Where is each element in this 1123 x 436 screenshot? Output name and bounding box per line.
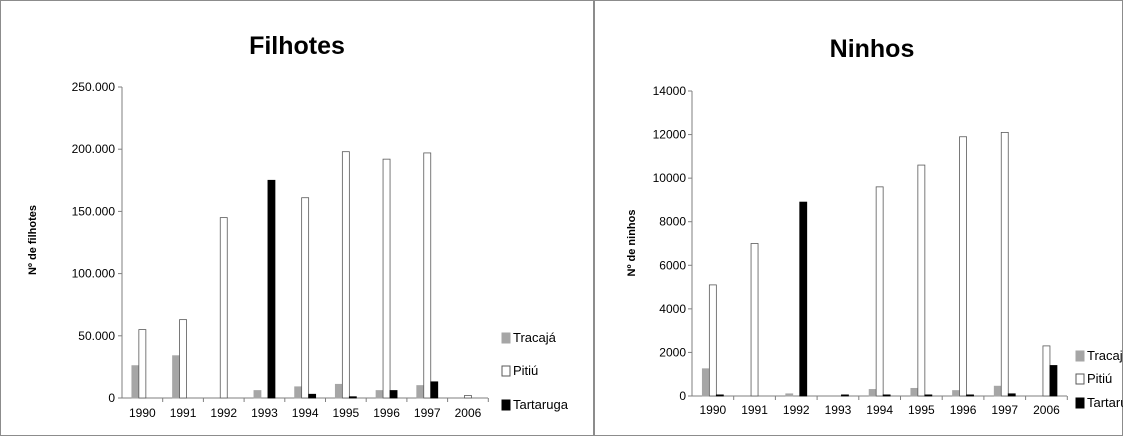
bar-tracajá-1996 (952, 390, 960, 397)
bar-tracajá-1995 (910, 387, 919, 397)
x-tick-label: 1995 (908, 403, 935, 417)
bar-tracajá-1997 (993, 385, 1002, 397)
legend-swatch (1075, 397, 1085, 409)
x-tick-label: 1994 (866, 403, 893, 417)
bar-tracajá-1995 (334, 383, 343, 399)
y-tick-label: 2000 (659, 345, 686, 359)
x-tick-label: 1993 (825, 403, 852, 417)
y-tick-label: 12000 (653, 128, 687, 142)
y-tick-label: 0 (679, 389, 686, 403)
legend-swatch (1075, 373, 1085, 385)
chart-title: Filhotes (249, 32, 345, 60)
bar-pitiú-1991 (179, 319, 187, 399)
bar-tartaruga-1993 (841, 394, 849, 397)
bar-pitiú-1997 (1000, 131, 1009, 397)
x-tick-label: 2006 (1033, 403, 1060, 417)
x-tick-label: 1990 (129, 406, 156, 420)
bar-tartaruga-2006 (1049, 365, 1058, 397)
y-tick-label: 4000 (659, 302, 686, 316)
bar-tartaruga-1990 (715, 394, 724, 397)
legend-label: Tracajá (1087, 348, 1123, 363)
bar-tracajá-1996 (375, 390, 384, 399)
bar-pitiú-1994 (875, 186, 884, 397)
bars (701, 131, 1058, 397)
y-tick-label: 8000 (659, 215, 686, 229)
legend-swatch (501, 399, 511, 411)
bar-tartaruga-1995 (348, 396, 357, 399)
y-axis-label: Nº de filhotes (27, 205, 39, 275)
legend-swatch (501, 365, 511, 377)
panel-divider (593, 0, 595, 436)
bar-tracajá-1994 (294, 386, 303, 399)
axes: 0 50.000 100.000 150.000 200.000 250.000 1990 1… (72, 80, 489, 420)
legend-label: Tartaruga (1087, 395, 1123, 410)
x-tick-label: 1995 (332, 406, 359, 420)
chart-ninhos: Ninhos Nº de ninhos 0 2000 4000 6000 8000 100… (626, 35, 1123, 417)
bar-tartaruga-1997 (430, 381, 439, 399)
x-tick-label: 2006 (455, 406, 482, 420)
bar-pitiú-2006 (464, 395, 472, 399)
bar-pitiú-1990 (708, 284, 717, 397)
x-tick-label: 1997 (991, 403, 1018, 417)
x-tick-label: 1997 (414, 406, 441, 420)
bar-tartaruga-1992 (799, 201, 808, 397)
y-tick-label: 200.000 (72, 142, 116, 156)
x-tick-label: 1996 (373, 406, 400, 420)
bar-pitiú-1995 (341, 151, 350, 399)
y-tick-label: 150.000 (72, 204, 116, 218)
legend-label: Tracajá (513, 330, 557, 345)
bar-pitiú-1992 (219, 217, 228, 399)
legend: Tracajá Pitiú Tartaruga (501, 330, 569, 412)
bar-tartaruga-1994 (882, 394, 891, 397)
bar-tracajá-1990 (701, 368, 710, 397)
legend: Tracajá Pitiú Tartaruga (1075, 348, 1123, 410)
y-tick-label: 0 (108, 391, 115, 405)
y-tick-label: 10000 (653, 171, 687, 185)
bar-tartaruga-1994 (308, 393, 317, 399)
axes: 0 2000 4000 6000 8000 10000 12000 14000 1990 1991… (653, 84, 1068, 417)
legend-label: Pitiú (513, 363, 538, 378)
x-tick-label: 1991 (170, 406, 197, 420)
bar-tartaruga-1993 (267, 179, 276, 399)
bar-pitiú-1994 (301, 197, 310, 399)
legend-label: Tartaruga (513, 397, 569, 412)
bar-pitiú-1997 (423, 152, 432, 399)
bar-tracajá-1994 (868, 389, 877, 397)
bar-tracajá-1990 (131, 365, 140, 399)
bar-tartaruga-1995 (924, 394, 933, 397)
bar-pitiú-1990 (138, 329, 147, 399)
bar-tartaruga-1997 (1007, 393, 1016, 397)
x-tick-label: 1992 (210, 406, 237, 420)
bar-tracajá-1991 (172, 355, 180, 399)
bar-tracajá-1993 (253, 390, 262, 399)
x-tick-label: 1992 (783, 403, 810, 417)
legend-label: Pitiú (1087, 371, 1112, 386)
y-axis-label: Nº de ninhos (626, 210, 638, 277)
bars (131, 151, 472, 399)
x-tick-label: 1994 (292, 406, 319, 420)
chart-title: Ninhos (830, 35, 915, 63)
y-tick-label: 250.000 (72, 80, 116, 94)
y-tick-label: 50.000 (78, 329, 115, 343)
bar-tracajá-1997 (416, 385, 425, 399)
bar-pitiú-1995 (917, 164, 926, 397)
x-tick-label: 1996 (950, 403, 977, 417)
y-tick-label: 6000 (659, 258, 686, 272)
x-tick-label: 1990 (699, 403, 726, 417)
legend-swatch (501, 332, 511, 344)
bar-pitiú-1996 (382, 158, 391, 399)
bar-pitiú-2006 (1042, 345, 1051, 397)
legend-swatch (1075, 350, 1085, 362)
bar-tracajá-1992 (785, 393, 794, 397)
bar-tartaruga-1996 (966, 394, 974, 397)
y-tick-label: 100.000 (72, 267, 116, 281)
chart-filhotes: Filhotes Nº de filhotes 0 50.000 100.000 15… (27, 32, 569, 420)
x-tick-label: 1991 (741, 403, 768, 417)
bar-pitiú-1996 (959, 136, 967, 397)
bar-tartaruga-1996 (389, 390, 398, 399)
y-tick-label: 14000 (653, 84, 687, 98)
x-tick-label: 1993 (251, 406, 278, 420)
bar-pitiú-1991 (750, 243, 759, 397)
